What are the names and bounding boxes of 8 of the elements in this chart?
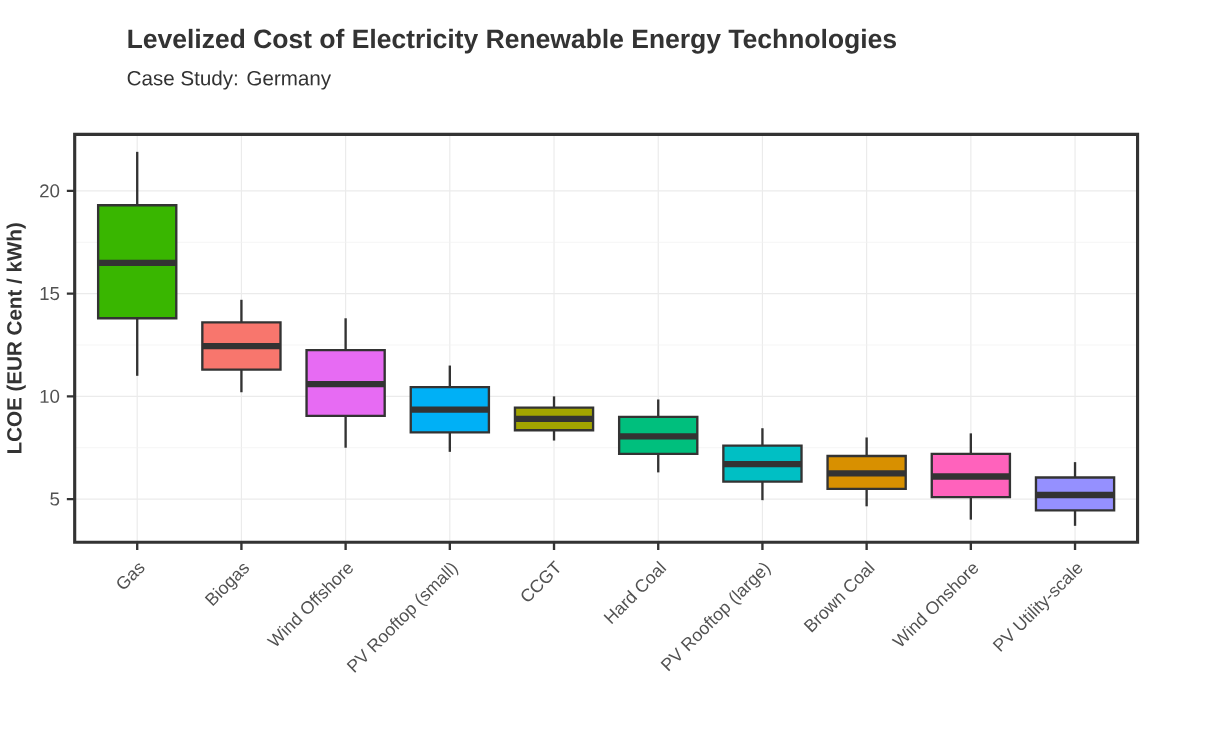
y-axis-title: LCOE (EUR Cent / kWh) bbox=[6, 223, 26, 453]
chart-title: Levelized Cost of Electricity Renewable Energy Technologies bbox=[128, 28, 896, 54]
y-tick-label: 15 bbox=[40, 286, 60, 300]
y-tick-label: 20 bbox=[40, 184, 60, 198]
chart-subtitle: Case Study: Germany bbox=[127, 70, 332, 90]
y-tick-label: 5 bbox=[50, 492, 60, 506]
x-tick-label: Gas bbox=[117, 563, 145, 589]
y-tick-label: 10 bbox=[40, 389, 60, 403]
